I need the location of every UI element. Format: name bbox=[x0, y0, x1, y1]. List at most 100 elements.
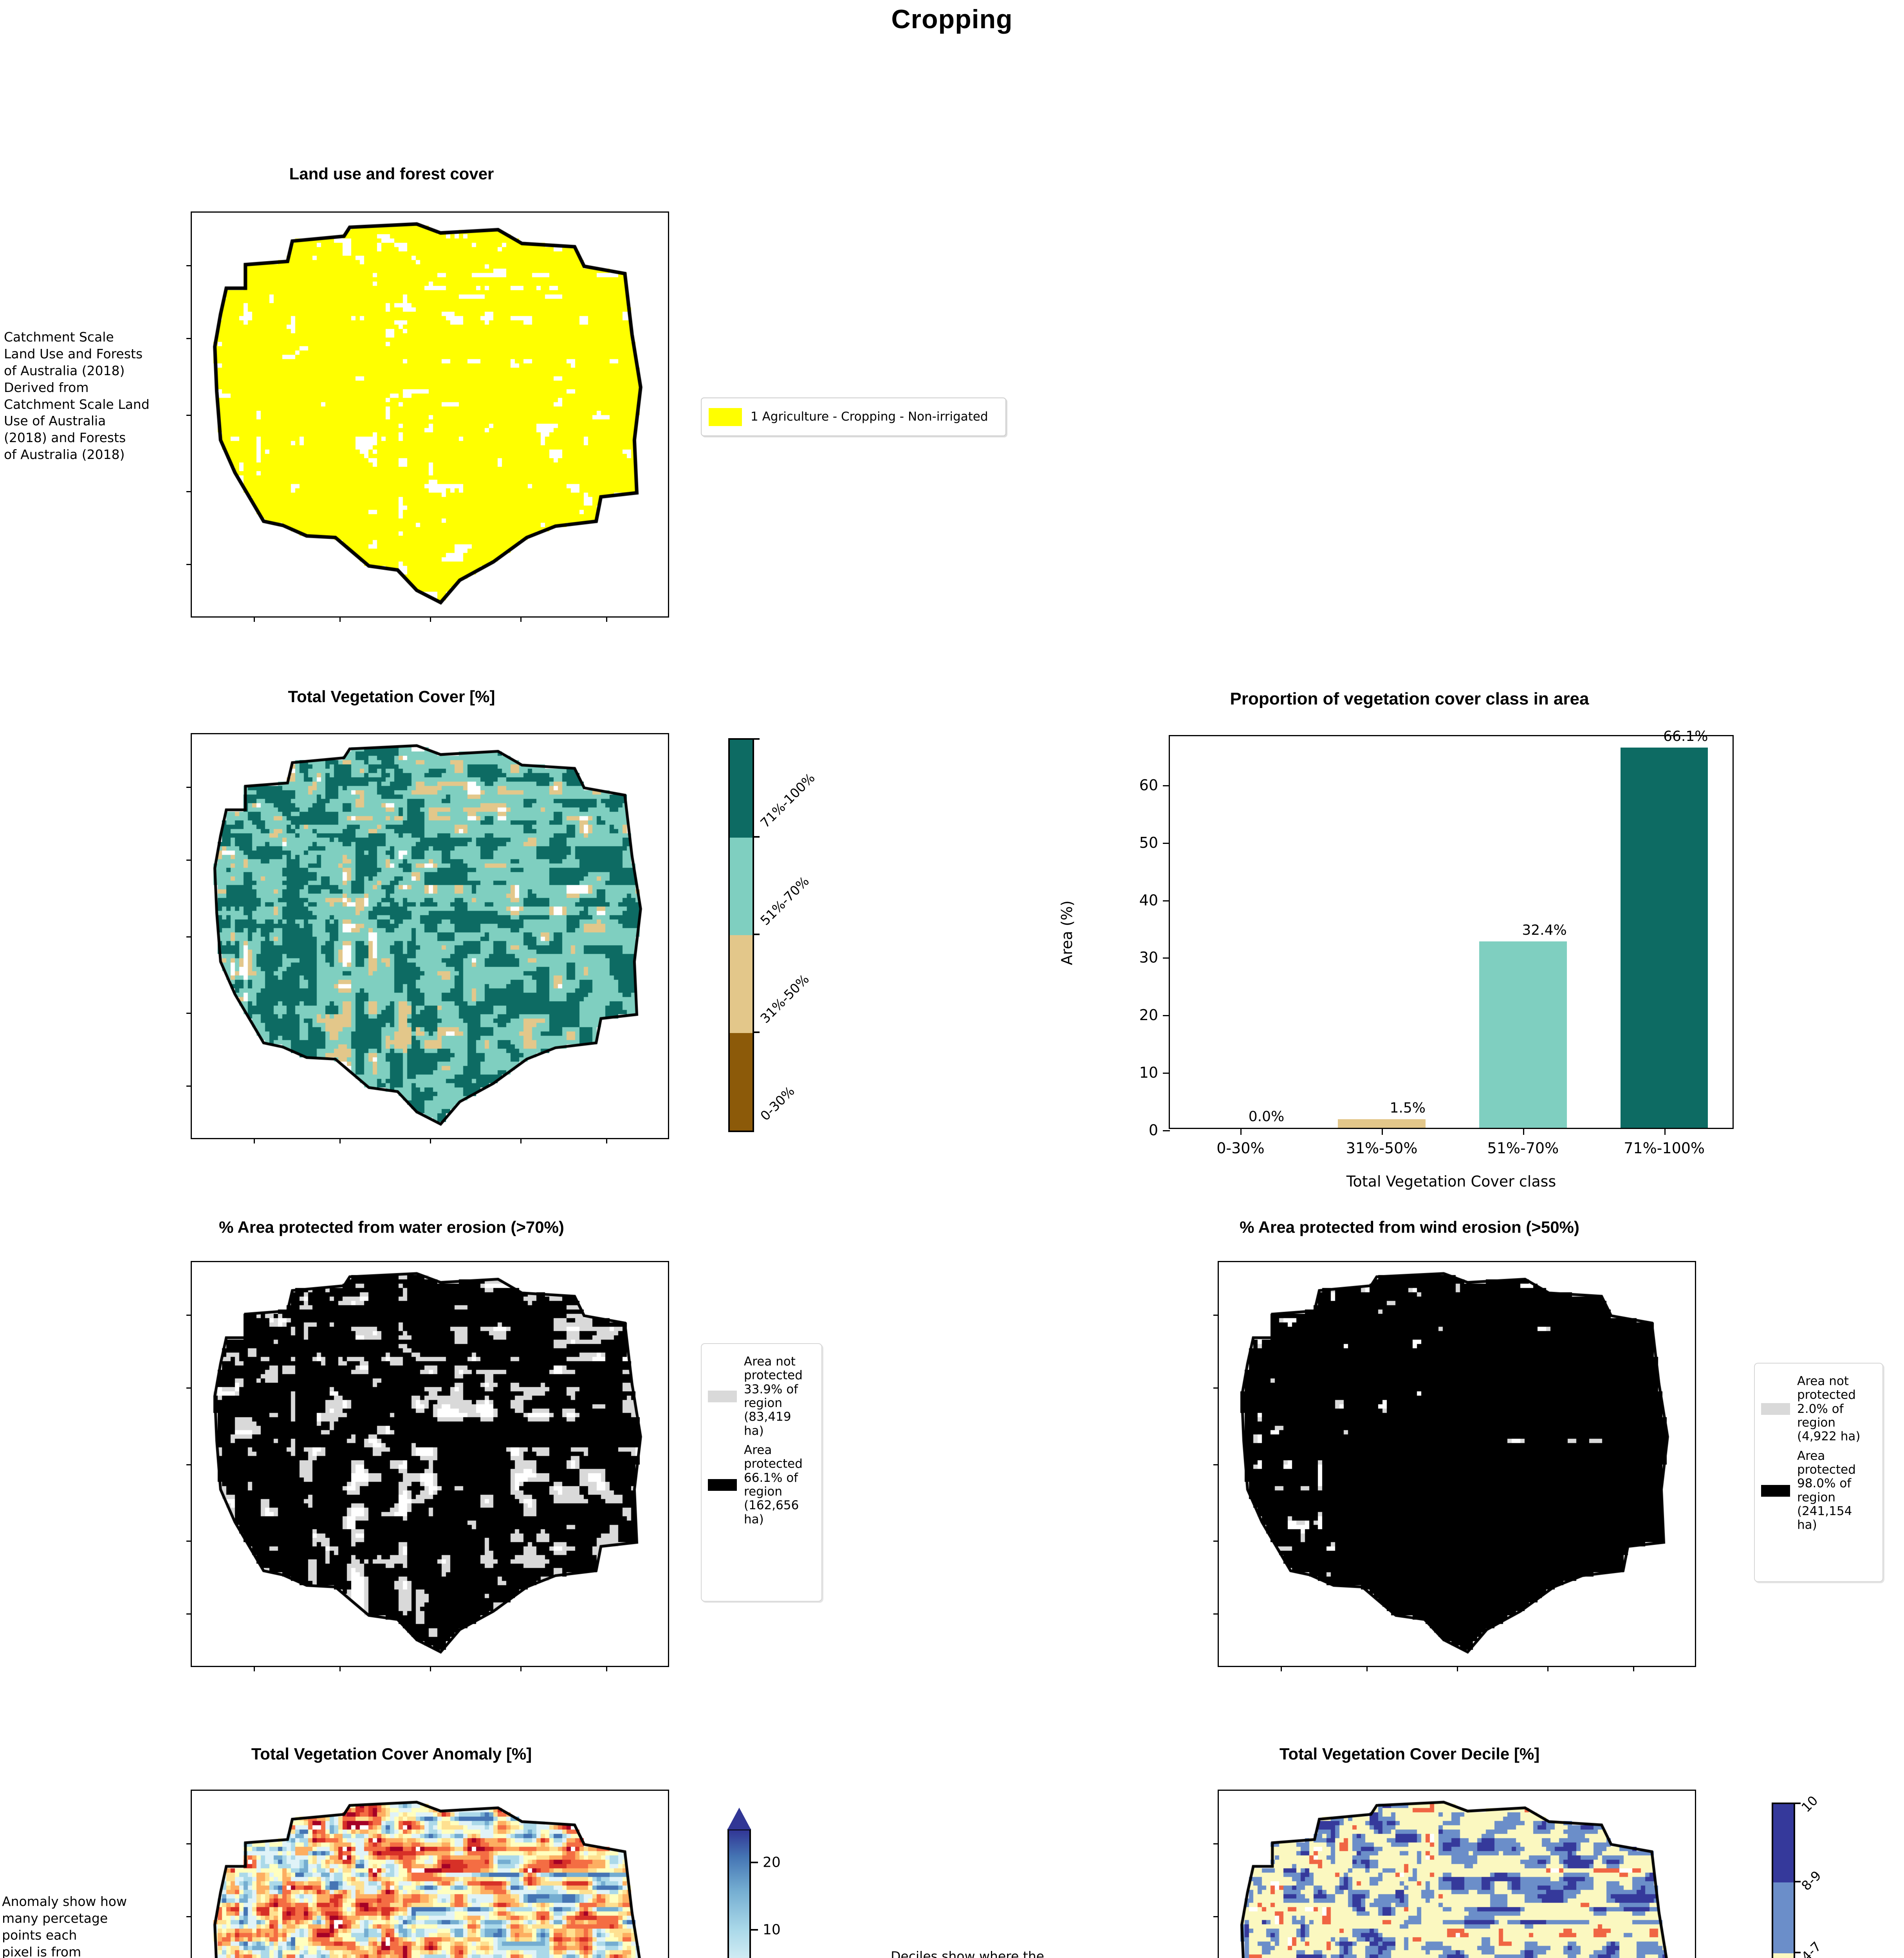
x-tick-label-2: 51%-70% bbox=[1487, 1140, 1559, 1157]
landuse-map-canvas bbox=[192, 213, 668, 616]
y-tick-0 bbox=[1163, 1130, 1170, 1131]
map-x-tick-2 bbox=[430, 616, 431, 622]
bar-1 bbox=[1338, 1119, 1426, 1128]
page-title: Cropping bbox=[891, 4, 1013, 34]
y-tick-4 bbox=[1163, 900, 1170, 901]
vegcover-colorbar-segment-1 bbox=[730, 935, 753, 1033]
vegcover-colorbar-segment-0 bbox=[730, 1033, 753, 1131]
y-tick-3 bbox=[1163, 957, 1170, 959]
y-tick-label-5: 50 bbox=[1139, 834, 1158, 851]
legend-row-protected: Area protected 98.0% of region (241,154 … bbox=[1761, 1449, 1876, 1532]
map-x-tick-1 bbox=[339, 616, 341, 622]
map-x-tick-0 bbox=[254, 616, 255, 622]
map-y-tick-1 bbox=[186, 1916, 192, 1917]
anomaly-colorbar-extend-max bbox=[727, 1808, 751, 1830]
decile-colorbar-tick-3 bbox=[1794, 1881, 1801, 1883]
map-x-tick-4 bbox=[606, 1138, 607, 1143]
bar-3 bbox=[1620, 748, 1708, 1128]
legend-swatch-protected bbox=[1761, 1485, 1790, 1497]
vegcover-colorbar-label-3: 71%-100% bbox=[757, 770, 818, 831]
map-x-tick-1 bbox=[339, 1666, 341, 1671]
anomaly-colorbar bbox=[727, 1829, 751, 1958]
map-y-tick-1 bbox=[186, 1387, 192, 1389]
map-x-tick-1 bbox=[339, 1138, 341, 1143]
map-y-tick-0 bbox=[186, 787, 192, 788]
x-tick-2 bbox=[1523, 1128, 1524, 1135]
legend-row-not-protected: Area not protected 2.0% of region (4,922… bbox=[1761, 1374, 1876, 1444]
landuse-map-axes bbox=[186, 211, 669, 622]
map-x-tick-2 bbox=[430, 1666, 431, 1671]
map-y-tick-0 bbox=[1213, 1843, 1219, 1845]
map-y-tick-4 bbox=[186, 1613, 192, 1615]
wind-erosion-map-axes bbox=[1213, 1261, 1696, 1671]
map-x-tick-3 bbox=[520, 1138, 522, 1143]
vegcover-map-axes bbox=[186, 733, 669, 1143]
map-x-tick-0 bbox=[254, 1666, 255, 1671]
map-y-tick-3 bbox=[186, 1013, 192, 1014]
bar-value-label-0: 0.0% bbox=[1248, 1109, 1285, 1125]
decile-colorbar-label-3: 8-9 bbox=[1798, 1868, 1824, 1894]
map-x-tick-2 bbox=[430, 1138, 431, 1143]
vegcover-colorbar: 0-30% 31%-50% 51%-70% 71%-100% bbox=[728, 738, 818, 1132]
map-y-tick-2 bbox=[186, 414, 192, 416]
vegcover-colorbar-segment-3 bbox=[730, 740, 753, 838]
map-y-tick-3 bbox=[186, 1541, 192, 1542]
map-y-tick-2 bbox=[1213, 1464, 1219, 1465]
vegcover-colorbar-segment-2 bbox=[730, 837, 753, 935]
landuse-panel-title: Land use and forest cover bbox=[289, 164, 494, 183]
legend-row-protected: Area protected 66.1% of region (162,656 … bbox=[708, 1443, 815, 1526]
map-x-tick-2 bbox=[1457, 1666, 1458, 1671]
decile-map-canvas bbox=[1219, 1791, 1695, 1958]
vegcover-colorbar-label-0: 0-30% bbox=[757, 1083, 798, 1124]
anomaly-map-axes bbox=[186, 1790, 669, 1958]
legend-swatch-not-protected bbox=[708, 1390, 737, 1402]
bar-2 bbox=[1479, 941, 1567, 1128]
x-tick-label-0: 0-30% bbox=[1216, 1140, 1265, 1157]
anomaly-sidenote: Anomaly show how many percetage points e… bbox=[2, 1894, 127, 1958]
anomaly-colorbar-tick-0 bbox=[751, 1862, 758, 1863]
anomaly-colorbar-label-0: 20 bbox=[763, 1854, 781, 1871]
decile-sidenote: Deciles show where the pixel value lies … bbox=[891, 1949, 1044, 1958]
y-tick-label-1: 10 bbox=[1139, 1064, 1158, 1082]
map-x-tick-0 bbox=[254, 1138, 255, 1143]
decile-panel-title: Total Vegetation Cover Decile [%] bbox=[1279, 1745, 1540, 1763]
x-tick-label-3: 71%-100% bbox=[1624, 1140, 1705, 1157]
legend-swatch-not-protected bbox=[1761, 1403, 1790, 1415]
y-tick-5 bbox=[1163, 842, 1170, 844]
landuse-legend-label: 1 Agriculture - Cropping - Non-irrigated bbox=[751, 410, 988, 424]
x-tick-3 bbox=[1664, 1128, 1666, 1135]
landuse-sidenote: Catchment Scale Land Use and Forests of … bbox=[4, 329, 150, 462]
water-erosion-panel-title: % Area protected from water erosion (>70… bbox=[219, 1218, 564, 1236]
map-y-tick-1 bbox=[1213, 1387, 1219, 1389]
decile-map-axes bbox=[1213, 1790, 1696, 1958]
legend-swatch-protected bbox=[708, 1479, 737, 1491]
y-tick-label-2: 20 bbox=[1139, 1006, 1158, 1024]
map-y-tick-1 bbox=[186, 338, 192, 339]
map-y-tick-1 bbox=[186, 859, 192, 861]
bar-value-label-1: 1.5% bbox=[1390, 1100, 1426, 1116]
decile-colorbar: 12-34-78-910 bbox=[1772, 1793, 1824, 1958]
barchart-xlabel: Total Vegetation Cover class bbox=[1169, 1173, 1734, 1190]
decile-colorbar-segment-3 bbox=[1773, 1882, 1794, 1953]
decile-colorbar-label-2: 4-7 bbox=[1798, 1938, 1824, 1958]
y-tick-2 bbox=[1163, 1015, 1170, 1017]
legend-text-not-protected: Area not protected 33.9% of region (83,4… bbox=[744, 1355, 803, 1438]
wind-erosion-panel-title: % Area protected from wind erosion (>50%… bbox=[1240, 1218, 1579, 1236]
barchart-xlabel-text: Total Vegetation Cover class bbox=[1346, 1173, 1556, 1190]
map-x-tick-4 bbox=[1633, 1666, 1634, 1671]
vegcover-colorbar-label-2: 51%-70% bbox=[757, 873, 812, 928]
barchart-plot-area: 0.0% 0-30% 1.5% 31%-50% 32.4% 51%-70% 66.1% 71%… bbox=[1139, 728, 1733, 1157]
y-tick-label-0: 0 bbox=[1148, 1122, 1158, 1139]
map-y-tick-2 bbox=[186, 1464, 192, 1465]
map-y-tick-1 bbox=[1213, 1916, 1219, 1917]
x-tick-label-1: 31%-50% bbox=[1346, 1140, 1418, 1157]
legend-text-not-protected: Area not protected 2.0% of region (4,922… bbox=[1797, 1374, 1861, 1444]
map-y-tick-4 bbox=[1213, 1613, 1219, 1615]
bar-value-label-3: 66.1% bbox=[1663, 728, 1708, 745]
decile-colorbar-segment-4 bbox=[1773, 1804, 1794, 1883]
barchart-axes: 0.0% 0-30% 1.5% 31%-50% 32.4% 51%-70% 66.1% 71%… bbox=[1139, 728, 1734, 1157]
x-tick-0 bbox=[1240, 1128, 1242, 1135]
water-erosion-map-axes bbox=[186, 1261, 669, 1671]
y-tick-1 bbox=[1163, 1073, 1170, 1074]
vegcover-colorbar-label-1: 31%-50% bbox=[757, 971, 812, 1026]
